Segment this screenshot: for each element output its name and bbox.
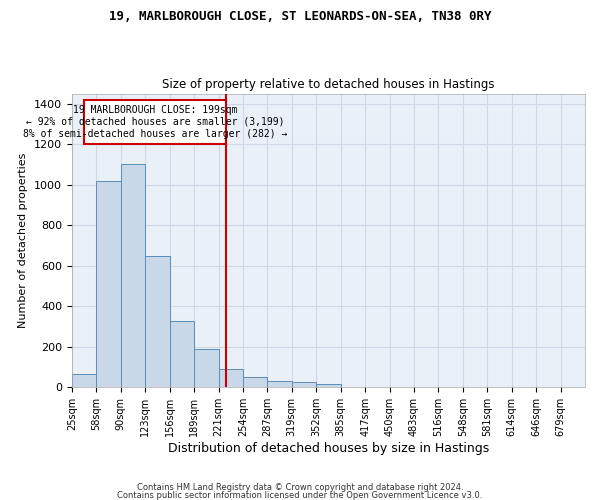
Text: Contains HM Land Registry data © Crown copyright and database right 2024.: Contains HM Land Registry data © Crown c… bbox=[137, 484, 463, 492]
Bar bbox=[97, 180, 121, 388]
X-axis label: Distribution of detached houses by size in Hastings: Distribution of detached houses by size … bbox=[168, 442, 489, 455]
Bar bbox=[121, 164, 145, 388]
Bar bbox=[145, 256, 170, 388]
Bar bbox=[72, 374, 97, 388]
Bar bbox=[243, 377, 268, 388]
Bar bbox=[218, 369, 243, 388]
Text: Contains public sector information licensed under the Open Government Licence v3: Contains public sector information licen… bbox=[118, 490, 482, 500]
Bar bbox=[170, 322, 194, 388]
Bar bbox=[316, 384, 341, 388]
Text: 19, MARLBOROUGH CLOSE, ST LEONARDS-ON-SEA, TN38 0RY: 19, MARLBOROUGH CLOSE, ST LEONARDS-ON-SE… bbox=[109, 10, 491, 23]
Bar bbox=[194, 349, 218, 388]
Y-axis label: Number of detached properties: Number of detached properties bbox=[19, 153, 28, 328]
FancyBboxPatch shape bbox=[84, 100, 226, 144]
Text: 19 MARLBOROUGH CLOSE: 199sqm
← 92% of detached houses are smaller (3,199)
8% of : 19 MARLBOROUGH CLOSE: 199sqm ← 92% of de… bbox=[23, 106, 287, 138]
Bar bbox=[292, 382, 316, 388]
Bar bbox=[268, 382, 292, 388]
Title: Size of property relative to detached houses in Hastings: Size of property relative to detached ho… bbox=[162, 78, 495, 91]
